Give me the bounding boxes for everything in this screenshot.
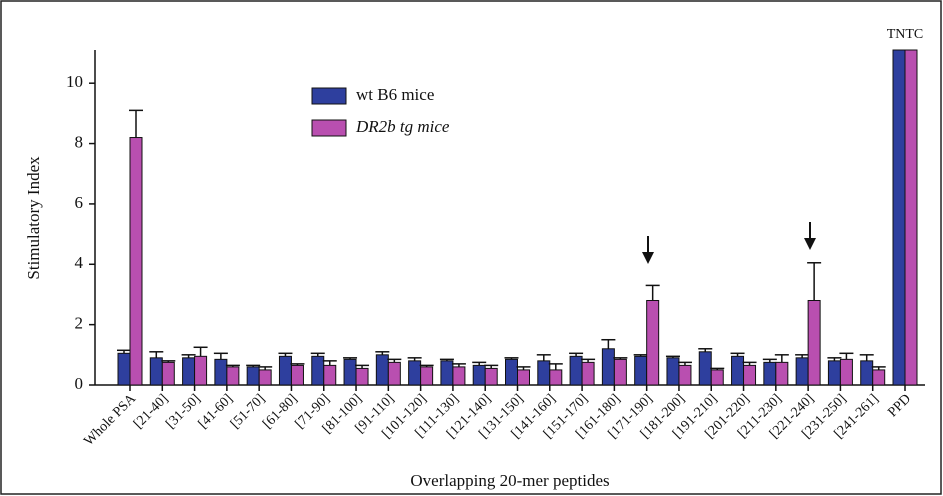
bar [775,361,789,386]
bar [581,361,595,386]
bar [839,358,853,386]
bar [452,366,466,386]
bar [763,361,777,386]
bar [569,355,583,386]
bar [731,355,745,386]
legend-label: wt B6 mice [356,85,434,104]
bar [710,369,724,386]
x-tick-label: PPD [885,391,914,420]
bar [484,367,498,386]
bar [698,351,712,386]
x-tick-label: [51-70] [228,391,268,431]
bar [634,355,648,386]
bar [549,369,563,386]
bar [323,364,337,386]
bar [743,364,757,386]
bar [517,369,530,386]
bar [472,364,486,386]
bar [194,355,208,386]
arrow [642,222,816,264]
bar [613,358,627,386]
bar [440,360,454,386]
x-tick-label: [41-60] [196,391,236,431]
y-tick-label: 2 [75,314,84,333]
bar [355,367,369,386]
x-tick-label: [31-50] [163,391,203,431]
bar [246,366,260,386]
bar [408,360,422,386]
legend-swatch [311,119,347,137]
annotation: TNTC [887,27,924,42]
bar [827,360,841,386]
bar [678,364,692,386]
bar [807,299,821,386]
bar [226,366,240,386]
y-axis-title: Stimulatory Index [24,156,43,280]
bar [278,355,292,386]
bar [161,361,175,386]
y-tick-label: 8 [75,132,84,151]
bar [129,137,143,386]
legend-label: DR2b tg mice [355,117,450,136]
bar [505,358,518,386]
y-tick-label: 4 [75,253,84,272]
bar [117,352,131,386]
y-tick-label: 0 [75,374,84,393]
bar [214,358,228,386]
bar [646,299,660,386]
bar [149,357,163,386]
y-tick-label: 6 [75,193,84,212]
bar [795,357,809,386]
bar [311,355,325,386]
bar [872,369,886,386]
x-tick-label: [61-80] [260,391,300,431]
x-axis-title: Overlapping 20-mer peptides [410,471,609,490]
bar [343,358,357,386]
bar [290,364,304,386]
bar [892,49,906,386]
bar [601,348,615,386]
bar [666,357,680,386]
legend-swatch [311,87,347,105]
bar [537,360,551,386]
y-tick-label: 10 [66,72,83,91]
bar [182,357,196,386]
bar [860,360,874,386]
bar [258,369,272,386]
bar [904,49,918,386]
bar [387,361,401,386]
bar [375,354,389,386]
bar [420,366,434,386]
x-tick-label: [21-40] [131,391,171,431]
